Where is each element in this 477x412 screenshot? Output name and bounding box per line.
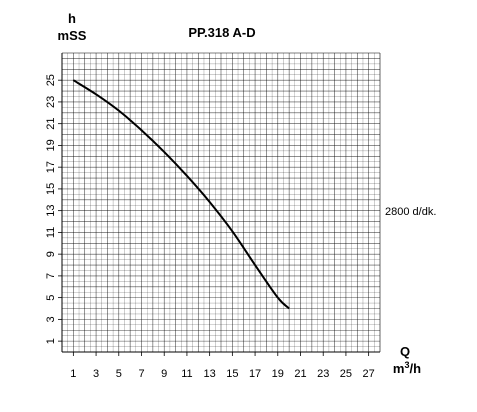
y-tick-label: 17 bbox=[45, 161, 57, 173]
x-axis-unit-base: m bbox=[393, 361, 405, 376]
x-tick-label: 13 bbox=[204, 368, 216, 380]
y-tick-label: 11 bbox=[45, 227, 57, 238]
x-tick-label: 15 bbox=[226, 368, 238, 380]
x-tick-labels: 1 3 5 7 9 11 13 15 17 19 21 23 25 27 bbox=[70, 352, 375, 380]
x-axis-unit-tail: /h bbox=[410, 361, 422, 376]
y-tick-label: 5 bbox=[45, 295, 57, 301]
x-tick-label: 11 bbox=[181, 368, 192, 380]
y-tick-label: 23 bbox=[45, 96, 57, 108]
x-tick-label: 27 bbox=[363, 368, 375, 380]
x-tick-label: 3 bbox=[93, 368, 99, 380]
x-tick-label: 23 bbox=[317, 368, 329, 380]
chart-title: PP.318 A-D bbox=[188, 25, 255, 40]
x-tick-label: 19 bbox=[272, 368, 284, 380]
x-tick-label: 9 bbox=[161, 368, 167, 380]
x-axis-unit-sup: 3 bbox=[404, 360, 409, 370]
y-tick-label: 21 bbox=[45, 118, 57, 130]
curve-layer bbox=[72, 79, 290, 310]
y-tick-label: 25 bbox=[45, 74, 57, 86]
y-tick-label: 19 bbox=[45, 139, 57, 151]
x-tick-label: 25 bbox=[340, 368, 352, 380]
y-tick-label: 15 bbox=[45, 183, 57, 195]
y-tick-label: 1 bbox=[45, 338, 57, 344]
x-axis-unit: m3/h bbox=[393, 360, 421, 376]
x-tick-label: 17 bbox=[249, 368, 261, 380]
y-tick-label: 9 bbox=[45, 251, 57, 257]
series-line-0 bbox=[72, 79, 290, 310]
x-tick-label: 7 bbox=[138, 368, 144, 380]
x-tick-label: 1 bbox=[70, 368, 76, 380]
y-axis-unit: mSS bbox=[58, 28, 87, 43]
x-tick-label: 21 bbox=[294, 368, 306, 380]
y-tick-label: 13 bbox=[45, 205, 57, 217]
grid bbox=[62, 53, 380, 352]
y-axis-label: h bbox=[68, 11, 76, 26]
x-axis-label: Q bbox=[400, 344, 410, 359]
y-tick-label: 3 bbox=[45, 316, 57, 322]
y-tick-label: 7 bbox=[45, 273, 57, 279]
x-tick-label: 5 bbox=[116, 368, 122, 380]
series-label-2800: 2800 d/dk. bbox=[385, 206, 436, 218]
axes bbox=[61, 52, 381, 353]
